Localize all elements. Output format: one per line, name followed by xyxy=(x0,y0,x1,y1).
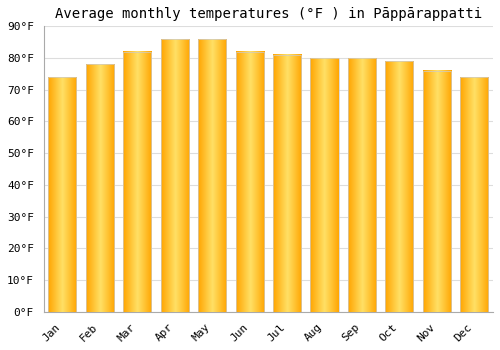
Bar xyxy=(273,55,301,312)
Bar xyxy=(123,52,152,312)
Bar xyxy=(198,39,226,312)
Bar xyxy=(310,58,338,312)
Bar xyxy=(236,52,264,312)
Bar xyxy=(460,77,488,312)
Bar xyxy=(48,77,76,312)
Bar xyxy=(423,71,451,312)
Title: Average monthly temperatures (°F ) in Pāppārappatti: Average monthly temperatures (°F ) in Pā… xyxy=(55,7,482,21)
Bar xyxy=(160,39,189,312)
Bar xyxy=(348,58,376,312)
Bar xyxy=(86,64,114,312)
Bar xyxy=(386,61,413,312)
